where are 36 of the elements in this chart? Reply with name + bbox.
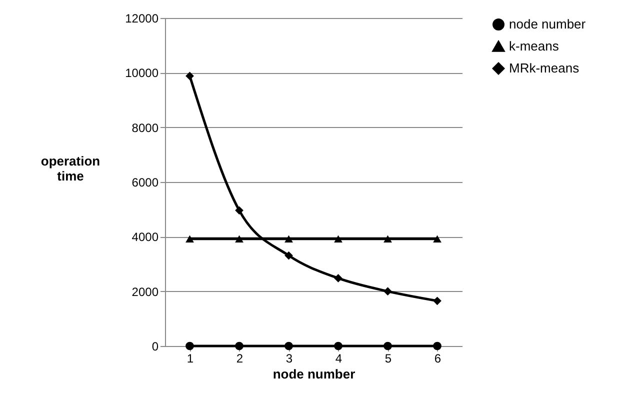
point (384, 235, 392, 242)
point (433, 296, 442, 306)
point (334, 274, 342, 282)
x-tick-label: 1 (186, 352, 194, 366)
legend-label: MRk-means (509, 60, 580, 76)
y-tick-label: 6000 (132, 176, 159, 190)
legend-label: k-means (509, 38, 560, 54)
point (284, 251, 293, 260)
point (235, 342, 244, 350)
point (186, 342, 194, 350)
y-tick-label: 8000 (132, 120, 159, 135)
legend-label: node number (509, 16, 586, 32)
point (384, 342, 392, 350)
point (334, 235, 342, 242)
point (235, 206, 244, 215)
y-tick-label: 0 (152, 340, 159, 354)
x-tick-label: 6 (434, 352, 442, 366)
point (284, 342, 293, 350)
point (433, 342, 442, 350)
point (186, 235, 194, 242)
y-tick-label: 12000 (125, 12, 159, 26)
point (235, 235, 244, 242)
y-axis-title: operation time (40, 154, 100, 184)
x-tick-label: 2 (236, 352, 244, 366)
point (334, 342, 342, 350)
x-axis-title: node number (272, 366, 356, 382)
y-tick-label: 4000 (132, 230, 159, 244)
y-tick-label: 10000 (125, 66, 159, 80)
point (284, 235, 293, 242)
point (384, 287, 392, 296)
x-tick-label: 3 (286, 352, 293, 366)
x-tick-label: 4 (335, 352, 342, 366)
y-tick-label: 2000 (132, 284, 159, 299)
point (433, 235, 442, 242)
point (186, 72, 194, 80)
x-tick-label: 5 (384, 352, 392, 366)
